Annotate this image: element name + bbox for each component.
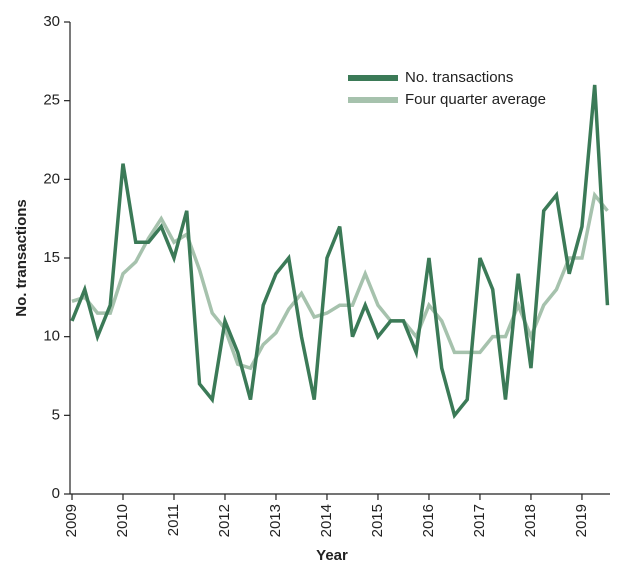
- x-axis-label: Year: [316, 547, 348, 564]
- x-tick-label: 2014: [318, 504, 335, 537]
- x-tick-label: 2017: [471, 504, 488, 537]
- y-axis-label: No. transactions: [13, 199, 30, 317]
- series-line: [71, 191, 609, 371]
- x-tick-label: 2009: [63, 504, 80, 537]
- y-tick-label: 20: [43, 170, 60, 187]
- y-tick-label: 0: [52, 485, 60, 502]
- x-tick-label: 2013: [267, 504, 284, 537]
- y-tick-label: 15: [43, 249, 60, 266]
- x-tick-label: 2018: [522, 504, 539, 537]
- x-tick-label: 2010: [114, 504, 131, 537]
- x-tick-label: 2019: [573, 504, 590, 537]
- series-line: [70, 84, 610, 420]
- x-tick-label: 2012: [216, 504, 233, 537]
- x-tick-label: 2016: [420, 504, 437, 537]
- legend-label: Four quarter average: [405, 91, 546, 108]
- x-tick-label: 2015: [369, 504, 386, 537]
- y-tick-label: 5: [52, 406, 60, 423]
- y-tick-label: 10: [43, 328, 60, 345]
- x-tick-label: 2011: [165, 504, 182, 536]
- legend-label: No. transactions: [405, 69, 513, 86]
- y-tick-label: 25: [43, 92, 60, 109]
- y-tick-label: 30: [43, 13, 60, 30]
